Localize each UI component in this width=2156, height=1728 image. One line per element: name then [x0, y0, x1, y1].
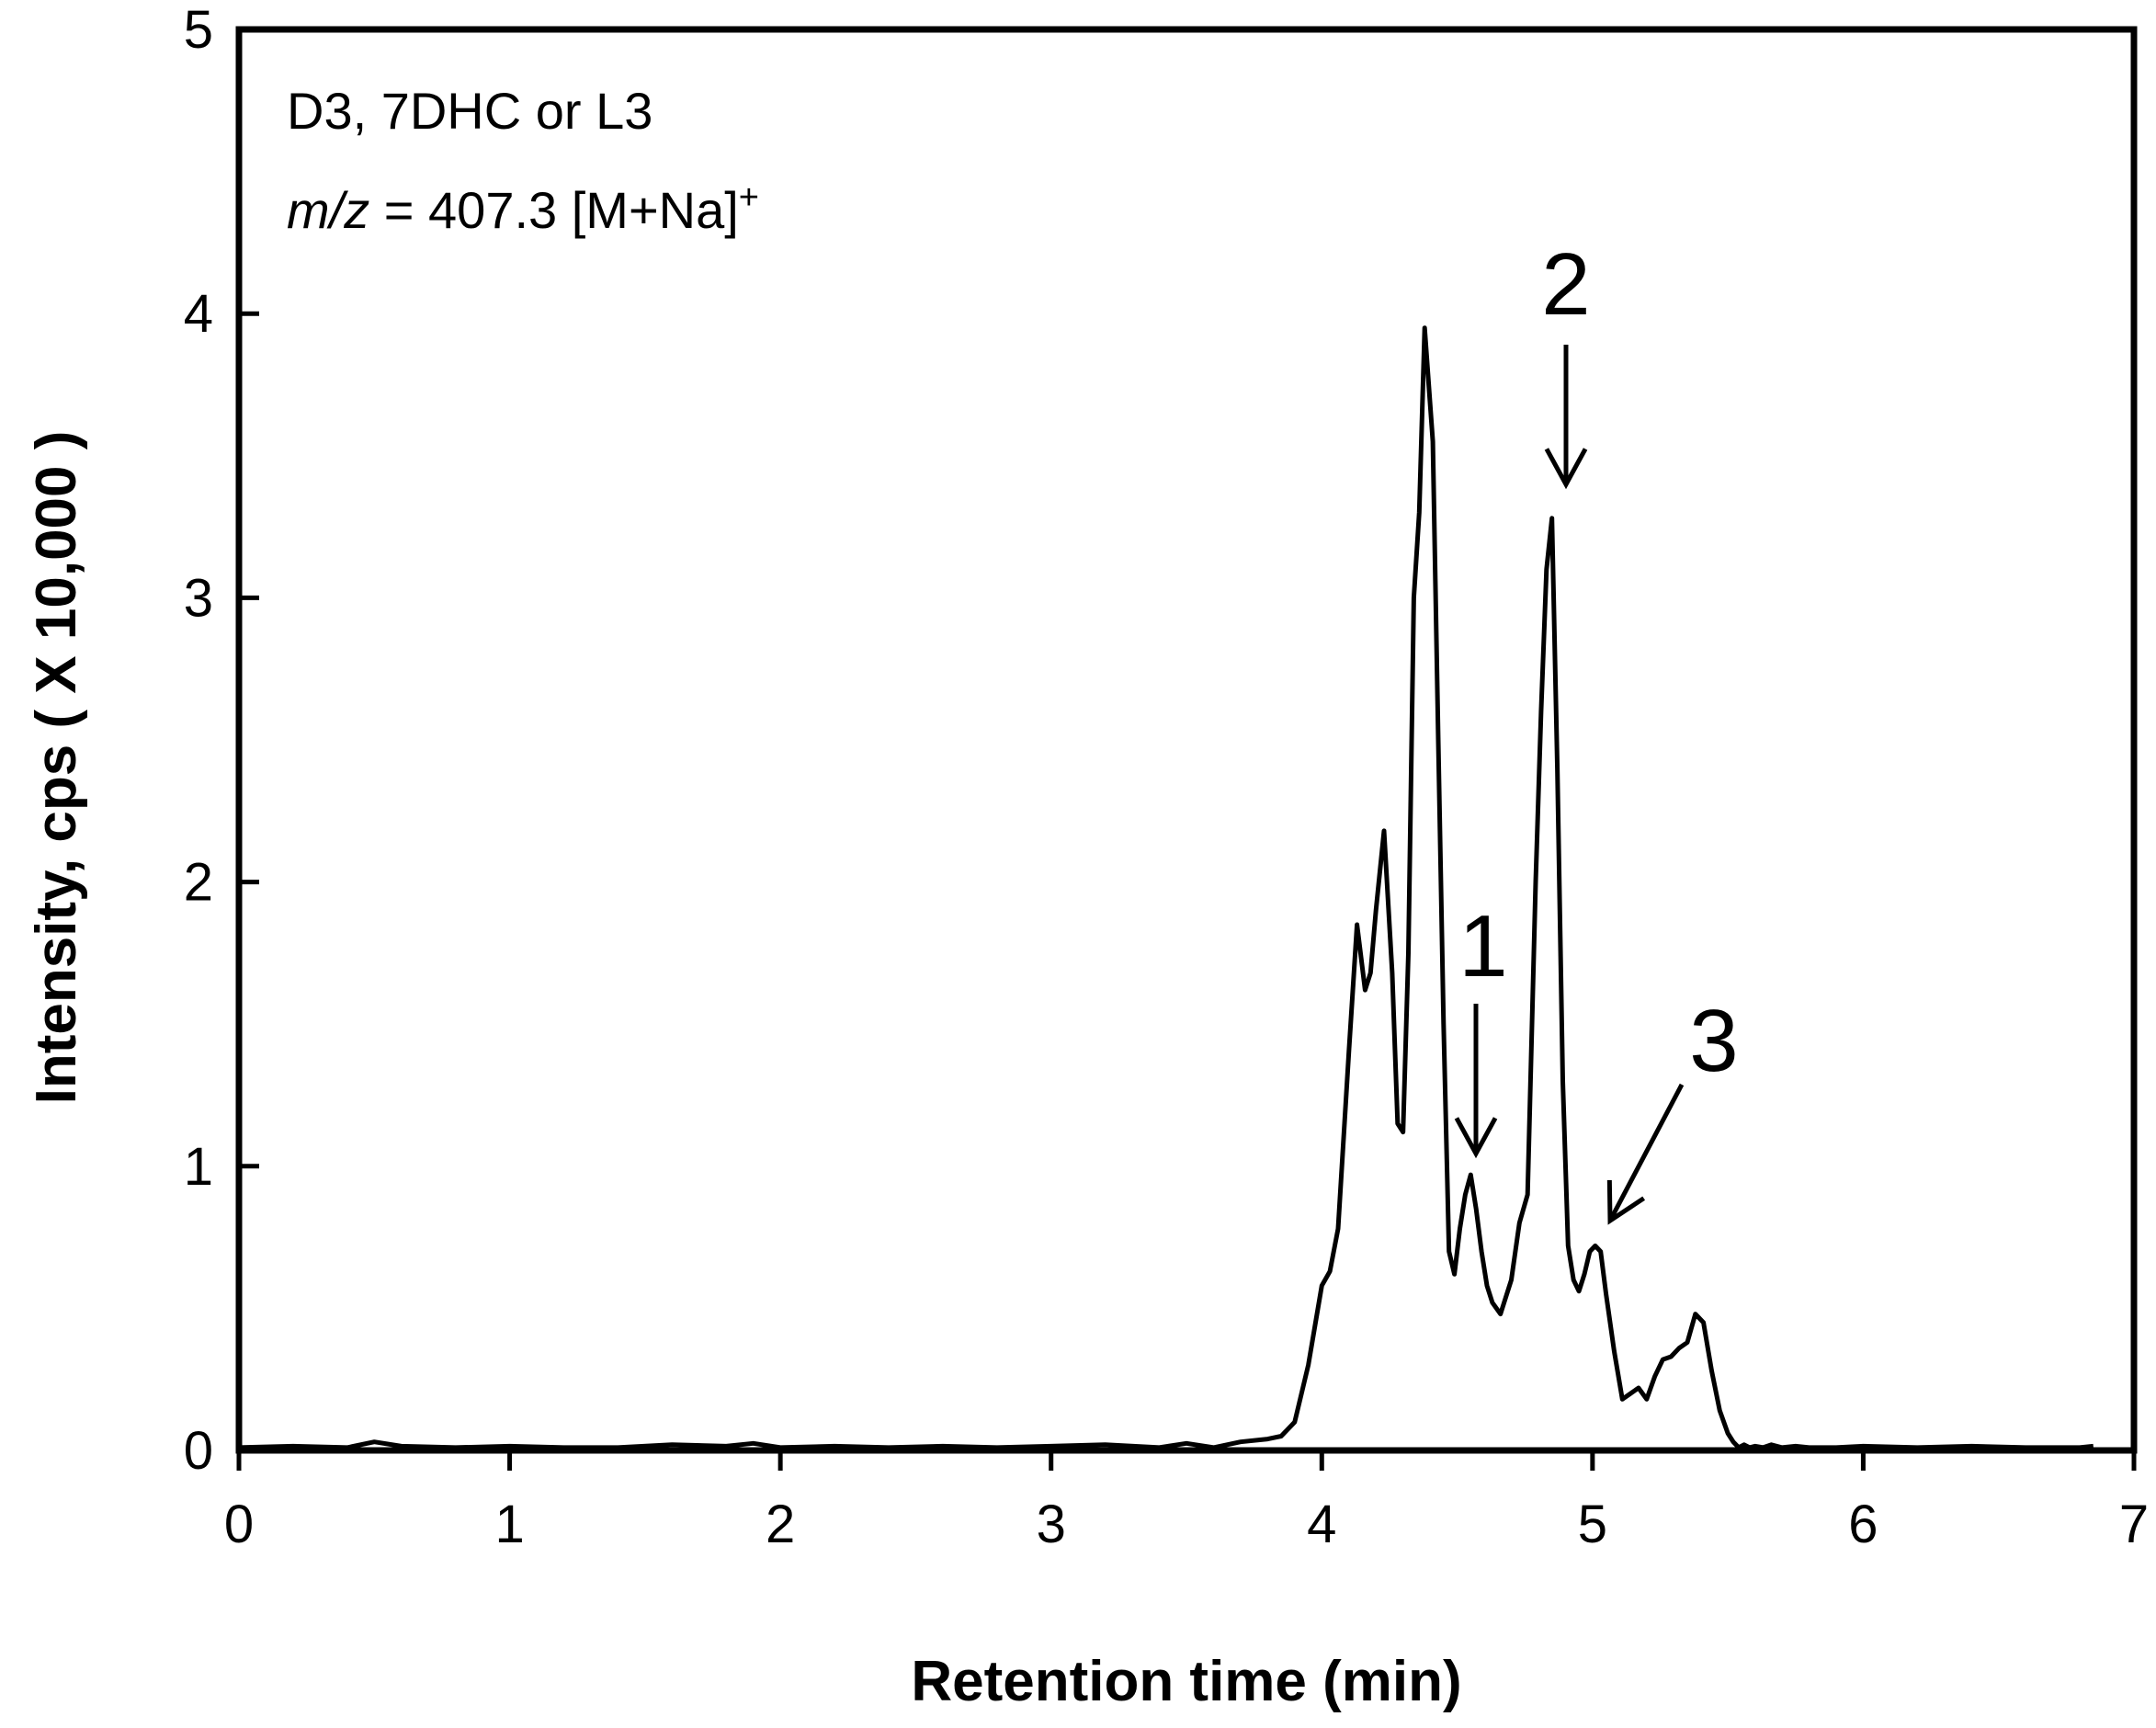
x-axis-ticks: 0 1 2 3 4 5 6 7 [224, 1450, 2149, 1554]
annotation-mz-superscript: + [739, 178, 759, 217]
x-tick-label: 4 [1307, 1495, 1336, 1554]
peak-arrow-head [1606, 1179, 1646, 1225]
y-axis-title: Intensity, cps ( X 10,000 ) [25, 431, 88, 1105]
x-tick-label: 0 [224, 1495, 254, 1554]
annotation-mz: m/z = 407.3 [M+Na]+ [287, 178, 759, 239]
x-axis-title: Retention time (min) [911, 1650, 1461, 1713]
peak-arrow-shaft [1607, 1083, 1685, 1222]
y-tick-label: 5 [184, 0, 213, 60]
plot-frame [235, 26, 2138, 1454]
y-tick-label: 1 [184, 1137, 213, 1197]
peak-label-2: 2 [1541, 235, 1590, 334]
x-tick-label: 5 [1578, 1495, 1607, 1554]
peak-arrow-head [1454, 1117, 1498, 1159]
peak-arrow-head [1544, 448, 1588, 490]
y-tick-label: 0 [184, 1421, 213, 1481]
x-tick-label: 3 [1037, 1495, 1066, 1554]
x-tick-label: 6 [1848, 1495, 1878, 1554]
annotation-mz-italic: m/z [287, 181, 369, 239]
y-tick-label: 2 [184, 853, 213, 913]
y-axis-ticks: 0 1 2 3 4 5 [184, 0, 259, 1481]
chromatogram-line [238, 325, 2094, 1450]
x-tick-label: 2 [766, 1495, 795, 1554]
peak-labels: 1 2 3 [1454, 235, 1739, 1225]
peak-label-3: 3 [1689, 992, 1738, 1090]
y-tick-label: 3 [184, 568, 213, 628]
x-tick-label: 1 [494, 1495, 524, 1554]
peak-label-1: 1 [1458, 897, 1507, 995]
annotation-mz-value: = 407.3 [M+Na] [369, 181, 739, 239]
x-tick-label: 7 [2119, 1495, 2149, 1554]
y-tick-label: 4 [184, 284, 213, 344]
annotation-compounds: D3, 7DHC or L3 [287, 82, 652, 140]
